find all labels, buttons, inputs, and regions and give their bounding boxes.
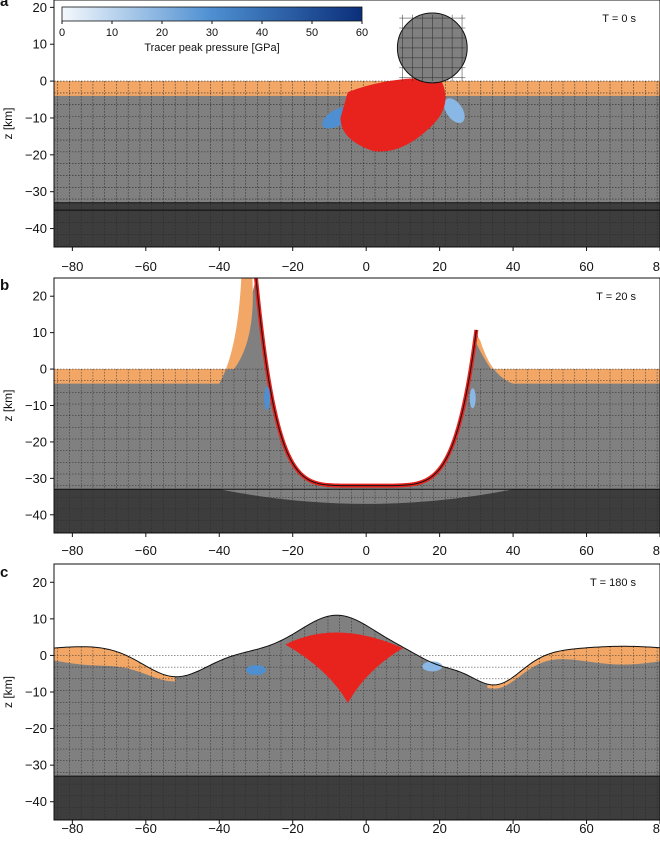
y-axis-label: z [km] <box>1 108 15 140</box>
colorbar-tick-label: 60 <box>356 27 368 39</box>
x-tick-label: 60 <box>579 259 593 274</box>
colorbar-tick-label: 10 <box>106 27 118 39</box>
x-tick-label: −80 <box>61 259 83 274</box>
x-tick-label: 40 <box>506 821 520 836</box>
x-tick-label: 0 <box>363 259 370 274</box>
axes-frame <box>53 0 660 248</box>
x-tick-label: 80 <box>653 259 660 274</box>
x-tick-label: −20 <box>282 821 304 836</box>
mantle-layer <box>54 776 660 820</box>
y-tick-label: −40 <box>25 221 47 236</box>
colorbar-tick-label: 20 <box>156 27 168 39</box>
x-tick-label: −60 <box>135 821 157 836</box>
panel-0-plot <box>54 12 660 247</box>
x-tick-label: 60 <box>579 543 593 558</box>
x-tick-label: 80 <box>653 821 660 836</box>
x-tick-label: −20 <box>282 543 304 558</box>
y-tick-label: −30 <box>25 184 47 199</box>
y-tick-label: −10 <box>25 685 47 700</box>
x-tick-label: −40 <box>208 259 230 274</box>
x-tick-label: −80 <box>61 543 83 558</box>
panel-1-plot <box>54 278 660 533</box>
pressure-lobe-left <box>264 386 271 411</box>
crater-cavity <box>256 278 477 486</box>
y-tick-label: 10 <box>33 325 47 340</box>
pressure-lobe-right <box>443 98 465 123</box>
y-axis-label: z [km] <box>1 676 15 708</box>
colorbar-tick-label: 30 <box>206 27 218 39</box>
y-tick-label: 20 <box>33 575 47 590</box>
sediment-right <box>472 332 660 384</box>
y-tick-label: −20 <box>25 434 47 449</box>
x-tick-label: 20 <box>432 821 446 836</box>
y-tick-label: −20 <box>25 721 47 736</box>
x-tick-label: −20 <box>282 259 304 274</box>
x-tick-label: 40 <box>506 259 520 274</box>
x-tick-label: −60 <box>135 543 157 558</box>
sediment-left <box>54 278 253 384</box>
y-tick-label: 10 <box>33 37 47 52</box>
melt-zone <box>285 632 403 703</box>
pressure-lobe-right <box>422 661 443 672</box>
y-tick-label: −10 <box>25 110 47 125</box>
x-tick-label: −80 <box>61 821 83 836</box>
moho-bulge <box>256 766 514 777</box>
y-tick-label: 20 <box>33 289 47 304</box>
time-label: T = 0 s <box>602 13 636 25</box>
pressure-lobe-left <box>246 665 266 676</box>
y-tick-label: −20 <box>25 147 47 162</box>
crust-layer <box>54 615 660 777</box>
y-tick-label: 10 <box>33 611 47 626</box>
colorbar-tick-label: 40 <box>256 27 268 39</box>
x-tick-label: 40 <box>506 543 520 558</box>
mantle-layer <box>54 202 660 247</box>
y-tick-label: 0 <box>40 362 47 377</box>
sediment-right <box>487 646 660 689</box>
time-label: T = 180 s <box>590 577 636 589</box>
y-tick-label: 0 <box>40 74 47 89</box>
panel-label: c <box>0 564 8 581</box>
y-tick-label: −40 <box>25 507 47 522</box>
y-tick-label: 0 <box>40 648 47 663</box>
panel-label: a <box>0 0 9 10</box>
sediment-layer <box>54 81 660 96</box>
x-tick-label: −40 <box>208 821 230 836</box>
y-axis-label: z [km] <box>1 390 15 422</box>
time-label: T = 20 s <box>596 291 636 303</box>
y-tick-label: −30 <box>25 758 47 773</box>
colorbar-label: Tracer peak pressure [GPa] <box>144 42 279 54</box>
x-tick-label: 80 <box>653 543 660 558</box>
x-tick-label: −60 <box>135 259 157 274</box>
y-tick-label: −40 <box>25 794 47 809</box>
x-tick-label: −40 <box>208 543 230 558</box>
colorbar-tick-label: 0 <box>59 27 65 39</box>
x-tick-label: 0 <box>363 821 370 836</box>
melt-zone <box>340 77 446 152</box>
y-tick-label: 20 <box>33 0 47 15</box>
x-tick-label: 20 <box>432 259 446 274</box>
x-tick-label: 20 <box>432 543 446 558</box>
y-tick-label: −30 <box>25 471 47 486</box>
crust-layer <box>54 278 660 490</box>
crater-outline <box>255 278 477 487</box>
surface-line <box>54 614 660 686</box>
colorbar <box>61 6 363 22</box>
x-tick-label: 0 <box>363 543 370 558</box>
panel-label: b <box>0 277 9 294</box>
x-tick-label: 60 <box>579 821 593 836</box>
y-tick-label: −10 <box>25 398 47 413</box>
colorbar-tick-label: 50 <box>306 27 318 39</box>
pressure-lobe-right <box>469 388 476 409</box>
panel-2-plot <box>54 614 660 820</box>
